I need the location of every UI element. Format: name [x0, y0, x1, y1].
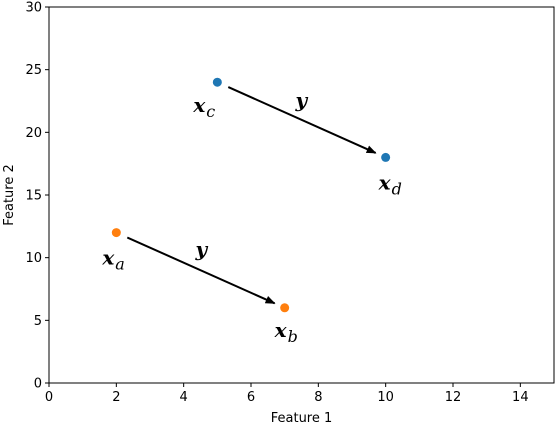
point-label-xd: xd — [378, 170, 402, 198]
arrow-label-y: y — [195, 237, 209, 261]
arrow-label-y: y — [295, 88, 309, 112]
points-layer — [111, 77, 391, 313]
y-tick-label: 15 — [25, 189, 42, 204]
data-point-xc — [212, 77, 222, 87]
arrows-layer: yy — [126, 86, 377, 305]
x-axis-ticks: 0 2 4 6 8 10 12 14 — [45, 383, 529, 405]
data-point-xd — [381, 152, 391, 162]
point-label-main: x — [192, 93, 206, 117]
point-label-main: x — [378, 170, 392, 194]
x-axis-label: Feature 1 — [271, 411, 333, 426]
vector-arrow-xc-xd — [227, 86, 377, 154]
point-label-main: x — [274, 318, 288, 342]
y-tick-label: 30 — [25, 1, 42, 16]
x-tick-label: 2 — [112, 390, 120, 405]
x-tick-label: 4 — [180, 390, 188, 405]
x-tick-label: 6 — [247, 390, 255, 405]
y-tick-label: 25 — [25, 63, 42, 78]
vector-arrow-xa-xb — [126, 236, 276, 305]
x-tick-label: 8 — [314, 390, 322, 405]
point-label-main: x — [101, 246, 115, 270]
y-axis-ticks: 0 5 10 15 20 25 30 — [25, 1, 49, 392]
y-axis-label: Feature 2 — [2, 164, 17, 226]
point-label-subscript: d — [392, 179, 402, 198]
point-label-subscript: c — [206, 102, 215, 121]
x-tick-label: 12 — [445, 390, 462, 405]
y-tick-label: 20 — [25, 126, 42, 141]
y-tick-label: 10 — [25, 251, 42, 266]
data-point-xa — [111, 228, 121, 238]
point-label-subscript: b — [288, 327, 298, 346]
x-tick-label: 0 — [45, 390, 53, 405]
y-tick-label: 5 — [34, 314, 42, 329]
point-label-subscript: a — [115, 255, 125, 274]
data-point-xb — [280, 303, 290, 313]
point-label-xc: xc — [192, 93, 215, 121]
point-label-xa: xa — [101, 246, 124, 274]
x-tick-label: 14 — [512, 390, 529, 405]
point-label-xb: xb — [274, 318, 298, 346]
y-tick-label: 0 — [34, 377, 42, 392]
x-tick-label: 10 — [377, 390, 394, 405]
